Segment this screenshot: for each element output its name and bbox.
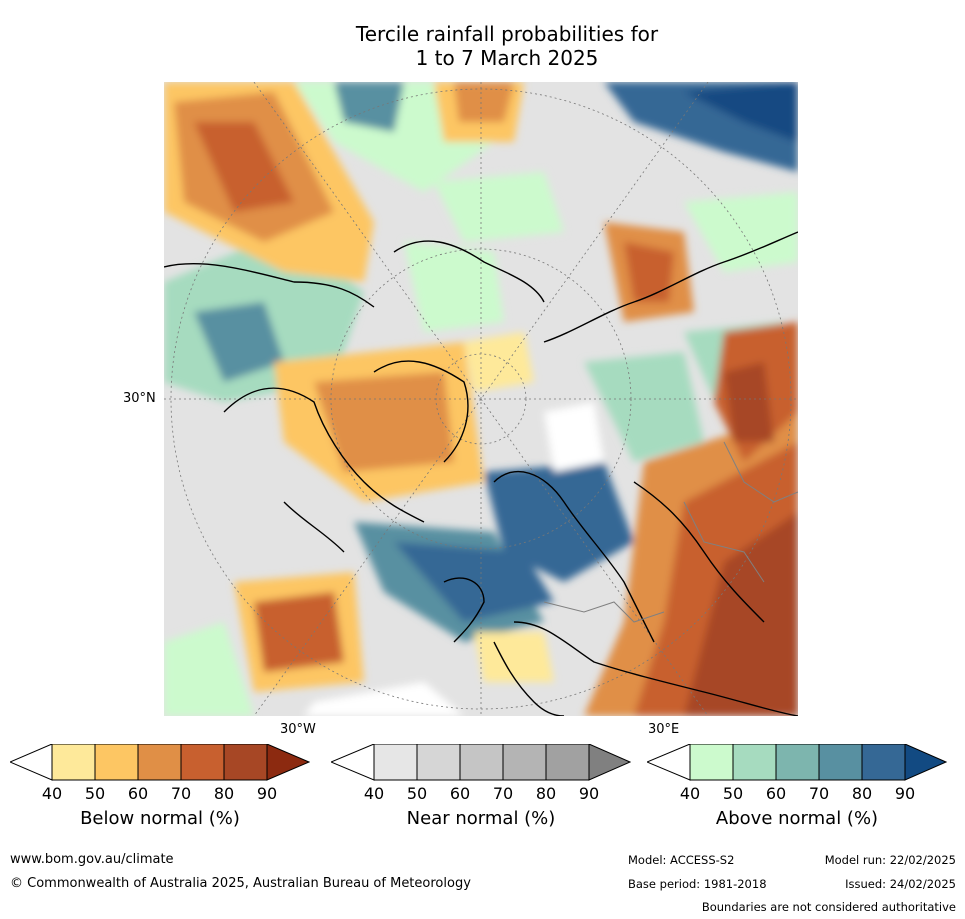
colorbar-swatch	[137, 743, 182, 781]
colorbar-above-normal-scale	[645, 743, 948, 781]
model-info: Model: ACCESS-S2	[628, 853, 735, 867]
copyright-text: © Commonwealth of Australia 2025, Austra…	[10, 876, 471, 891]
colorbar-swatch	[8, 743, 53, 781]
colorbar-below-tick: 50	[84, 784, 106, 803]
colorbar-near-tick: 40	[363, 784, 385, 803]
colorbar-above-normal: 40 50 60 70 80 90 Above normal (%)	[645, 743, 948, 854]
model-run-info: Model run: 22/02/2025	[824, 853, 956, 867]
colorbar-swatch	[818, 743, 863, 781]
colorbar-below-label: Below normal (%)	[80, 808, 240, 829]
latitude-label-30n: 30°N	[123, 391, 156, 406]
colorbar-above-tick: 60	[765, 784, 787, 803]
colorbar-near-normal-scale	[329, 743, 632, 781]
boundaries-disclaimer: Boundaries are not considered authoritat…	[701, 900, 956, 914]
colorbar-swatch	[861, 743, 906, 781]
colorbar-below-tick: 90	[256, 784, 278, 803]
colorbar-swatch	[416, 743, 461, 781]
colorbar-swatch	[373, 743, 418, 781]
colorbar-swatch	[223, 743, 268, 781]
colorbar-swatch	[266, 743, 311, 781]
colorbar-swatch	[329, 743, 375, 781]
colorbar-swatch	[732, 743, 777, 781]
colorbar-below-normal: 40 50 60 70 80 90 Below normal (%)	[8, 743, 311, 854]
colorbar-below-normal-scale	[8, 743, 311, 781]
colorbar-below-tick: 80	[213, 784, 235, 803]
map-title-line2: 1 to 7 March 2025	[415, 46, 599, 70]
colorbar-above-tick: 90	[894, 784, 916, 803]
longitude-label-30e: 30°E	[648, 722, 680, 737]
map-title-line1: Tercile rainfall probabilities for	[355, 22, 659, 46]
colorbar-swatch	[775, 743, 820, 781]
colorbar-above-label: Above normal (%)	[715, 808, 879, 829]
colorbar-near-tick: 60	[449, 784, 471, 803]
colorbar-swatch	[502, 743, 547, 781]
colorbar-near-tick: 90	[578, 784, 600, 803]
colorbar-below-tick: 60	[127, 784, 149, 803]
colorbar-near-tick: 50	[406, 784, 428, 803]
colorbar-swatch	[689, 743, 734, 781]
colorbar-swatch	[904, 743, 948, 781]
colorbar-swatch	[51, 743, 96, 781]
colorbar-above-tick: 40	[679, 784, 701, 803]
issued-info: Issued: 24/02/2025	[845, 877, 956, 891]
colorbar-swatch	[459, 743, 504, 781]
colorbar-swatch	[180, 743, 225, 781]
colorbar-below-tick: 40	[41, 784, 63, 803]
longitude-label-30w: 30°W	[280, 722, 316, 737]
colorbar-swatch	[545, 743, 590, 781]
colorbar-swatch	[94, 743, 139, 781]
colorbar-swatch	[645, 743, 691, 781]
colorbar-above-tick: 70	[808, 784, 830, 803]
colorbar-near-label: Near normal (%)	[406, 808, 556, 829]
colorbar-swatch	[588, 743, 632, 781]
colorbar-above-tick: 80	[851, 784, 873, 803]
base-period-info: Base period: 1981-2018	[628, 877, 767, 891]
colorbar-below-tick: 70	[170, 784, 192, 803]
website-link[interactable]: www.bom.gov.au/climate	[10, 852, 174, 867]
colorbar-above-tick: 50	[722, 784, 744, 803]
colorbar-near-tick: 80	[535, 784, 557, 803]
probability-map	[164, 82, 798, 716]
colorbar-near-tick: 70	[492, 784, 514, 803]
colorbar-near-normal: 40 50 60 70 80 90 Near normal (%)	[329, 743, 632, 854]
